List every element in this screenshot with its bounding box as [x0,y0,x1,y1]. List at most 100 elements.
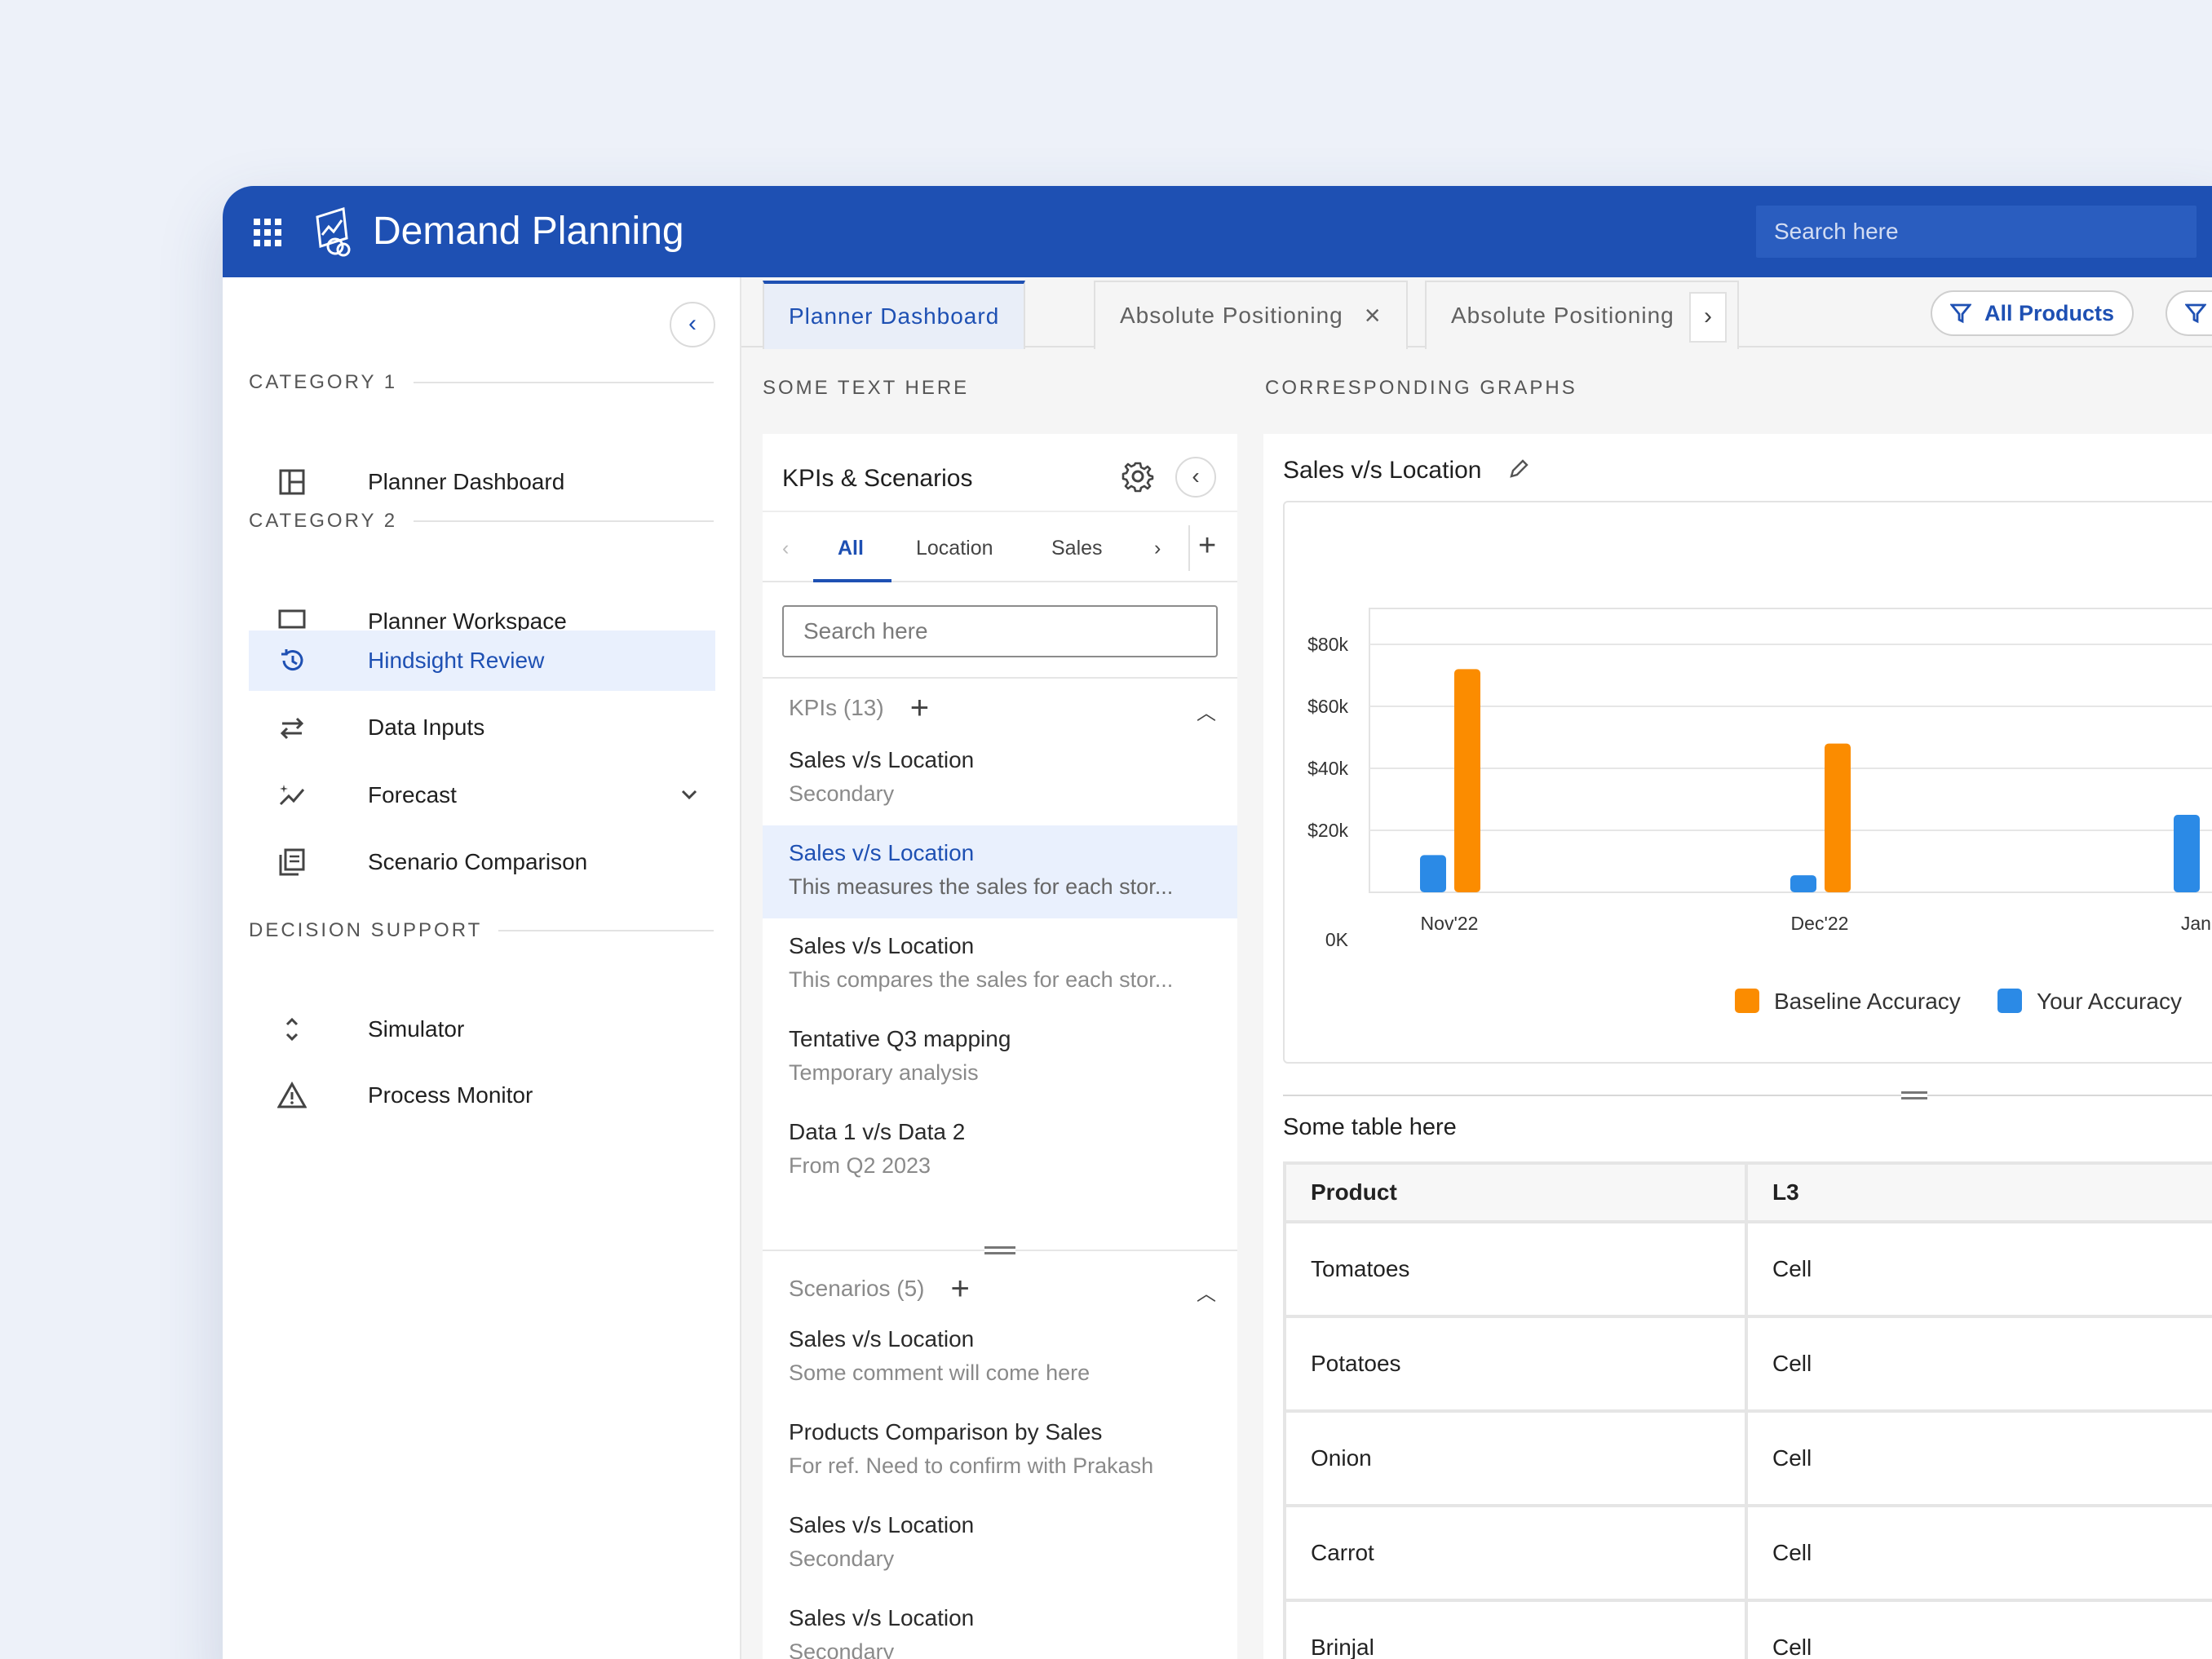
chevron-up-icon[interactable]: ︿ [1197,702,1216,724]
chevron-right-icon[interactable]: › [1154,537,1161,560]
group-label: Scenarios (5) [789,1276,925,1301]
sidebar-item-data-inputs[interactable]: Data Inputs [249,697,715,758]
chart-card: 0K $20k $40k $60k $80k Nov'22 Dec'22 Jan'2 Basel… [1283,501,2212,1064]
list-item[interactable]: Sales v/s Location This measures the sale… [763,825,1237,918]
sidebar-item-label: Scenario Comparison [368,849,588,874]
list-item[interactable]: Sales v/s Location This compares the sale… [763,918,1237,1011]
divider [1188,525,1190,571]
close-icon[interactable]: × [1364,299,1382,331]
gear-icon[interactable] [1118,457,1157,496]
y-tick-label: $20k [1307,820,1348,841]
sidebar-item-forecast[interactable]: Forecast [249,765,715,825]
table-cell: Onion [1282,1409,1749,1507]
add-kpi-button[interactable]: + [909,690,930,726]
plot-area [1369,608,2212,893]
table-row[interactable]: Brinjal Cell [1282,1599,2212,1659]
item-title: Tentative Q3 mapping [789,1026,1011,1051]
list-item[interactable]: Data 1 v/s Data 2 From Q2 2023 [763,1104,1237,1197]
item-title: Data 1 v/s Data 2 [789,1119,966,1144]
list-item[interactable]: Sales v/s Location Secondary [763,1498,1237,1590]
app-window: Demand Planning ‹ CATEGORY 1 Planner Das… [223,186,2212,1659]
sidebar-item-hindsight-review[interactable]: Hindsight Review [249,630,715,691]
tab-absolute-positioning[interactable]: Absolute Positioning × [1094,281,1408,349]
resize-handle[interactable] [1901,1091,1927,1099]
item-title: Sales v/s Location [789,747,975,772]
table-cell: Brinjal [1282,1599,1749,1659]
scenarios-group-header[interactable]: Scenarios (5) + [789,1272,970,1305]
table-cell: Tomatoes [1282,1220,1749,1318]
x-tick-label: Jan'2 [2181,913,2212,934]
add-scenario-button[interactable]: + [950,1271,970,1307]
list-item[interactable]: Products Comparison by Sales For ref. Nee… [763,1405,1237,1498]
item-subtitle: Secondary [789,1639,895,1659]
apps-grid-icon[interactable] [254,219,281,246]
chart-title-text: Sales v/s Location [1283,457,1482,484]
tabs-scroll-right-button[interactable]: › [1689,292,1727,343]
sidebar-item-process-monitor[interactable]: Process Monitor [249,1065,715,1126]
sidebar-item-label: Simulator [368,1016,465,1042]
sidebar-item-label: Forecast [368,782,457,807]
collapse-sidebar-button[interactable]: ‹ [670,302,715,347]
item-title: Sales v/s Location [789,1605,975,1630]
sidebar-item-simulator[interactable]: Simulator [249,999,715,1060]
item-title: Sales v/s Location [789,1512,975,1537]
table-cell: Carrot [1282,1504,1749,1602]
sidebar-item-planner-workspace[interactable]: Planner Workspace [249,591,715,652]
filter-button[interactable]: Al [2166,290,2212,336]
column-header[interactable]: Product [1282,1161,1749,1223]
chevron-left-icon[interactable]: ‹ [782,537,790,560]
list-item[interactable]: Sales v/s Location Secondary [763,1590,1237,1659]
dashboard-icon [273,463,311,501]
sidebar-item-label: Hindsight Review [368,648,545,673]
sidebar-item-label: Data Inputs [368,714,485,740]
table-cell: Cell [1745,1409,2212,1507]
legend-label: Your Accuracy [2037,989,2182,1014]
item-title: Sales v/s Location [789,1326,975,1352]
filter-all-products-button[interactable]: All Products [1931,290,2135,336]
expand-vertical-icon [273,1011,311,1048]
chevron-up-icon[interactable]: ︿ [1197,1283,1216,1305]
table-row[interactable]: Potatoes Cell [1282,1315,2212,1413]
table-row[interactable]: Carrot Cell [1282,1504,2212,1602]
item-subtitle: Secondary [789,781,895,806]
chevron-down-icon[interactable] [678,783,701,806]
tab-label: Absolute Positioning [1120,303,1343,328]
list-item[interactable]: Sales v/s Location Some comment will come… [763,1312,1237,1405]
list-item[interactable]: Tentative Q3 mapping Temporary analysis [763,1011,1237,1104]
sidebar-item-scenario-comparison[interactable]: Scenario Comparison [249,832,715,892]
swap-arrows-icon [273,709,311,746]
warning-icon [273,1077,311,1114]
y-tick-label: 0K [1325,929,1349,950]
tab-bar: Planner Dashboard Absolute Positioning ×… [741,277,2212,349]
tab-location[interactable]: Location [916,537,993,560]
item-title: Sales v/s Location [789,933,975,958]
resize-handle[interactable] [984,1246,1015,1254]
sparkle-chart-icon [273,776,311,814]
tab-all[interactable]: All [838,537,864,560]
tab-planner-dashboard[interactable]: Planner Dashboard [763,281,1026,349]
item-subtitle: This measures the sales for each stor... [789,874,1174,899]
table-row[interactable]: Tomatoes Cell [1282,1220,2212,1318]
kpi-search-input[interactable] [782,605,1218,657]
table-cell: Cell [1745,1220,2212,1318]
sidebar: ‹ CATEGORY 1 Planner Dashboard CATEGORY … [223,277,741,1659]
filter-label: All Products [1984,300,2115,325]
y-tick-label: $40k [1307,758,1348,779]
tab-label: Absolute Positioning [1451,303,1674,328]
legend-swatch [1997,989,2022,1013]
table-cell: Cell [1745,1315,2212,1413]
sidebar-item-label: Planner Dashboard [368,469,565,494]
tab-label: Planner Dashboard [789,303,1000,329]
list-item[interactable]: Sales v/s Location Secondary [763,732,1237,825]
global-search-input[interactable] [1756,206,2197,258]
add-tab-button[interactable]: + [1198,529,1217,563]
tab-sales[interactable]: Sales [1051,537,1103,560]
column-header[interactable]: L3 [1745,1161,2212,1223]
app-logo-icon [316,207,351,257]
kpis-group-header[interactable]: KPIs (13) + [789,692,929,724]
table-row[interactable]: Onion Cell [1282,1409,2212,1507]
edit-pencil-icon[interactable] [1506,457,1531,481]
collapse-panel-button[interactable]: ‹ [1175,457,1216,498]
sidebar-item-planner-dashboard[interactable]: Planner Dashboard [249,452,715,512]
item-title: Sales v/s Location [789,840,975,865]
